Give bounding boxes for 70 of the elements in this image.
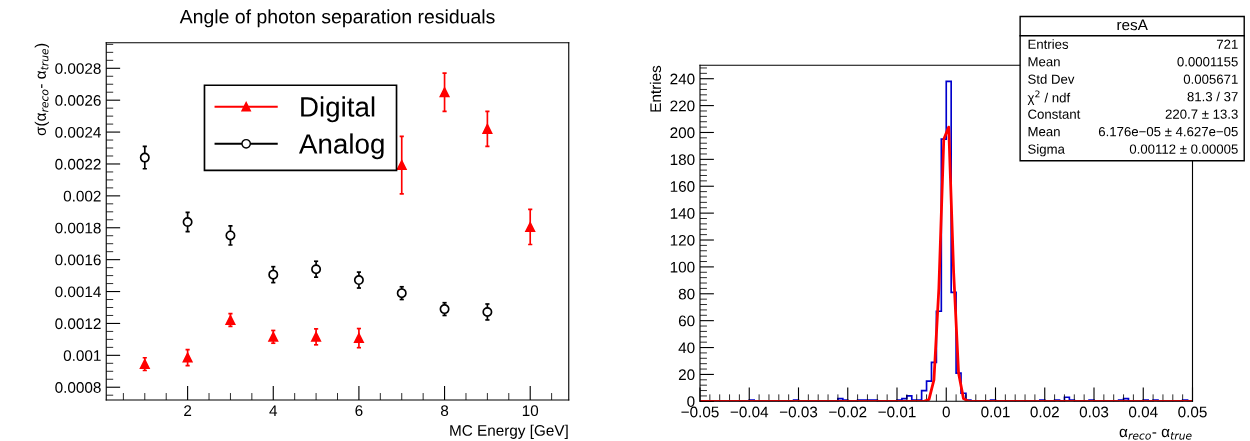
- x-tick-label: 10: [522, 405, 539, 417]
- x-tick-label: 0.05: [1178, 406, 1207, 418]
- y-tick-label: 60: [678, 315, 695, 327]
- point: [525, 221, 536, 232]
- y-tick-label: 0.0028: [55, 63, 101, 74]
- x-tick-label: −0.03: [779, 406, 818, 418]
- y-tick-label: 0.0016: [55, 254, 101, 266]
- x-tick-label: 0: [942, 406, 950, 418]
- x-tick-label: 4: [269, 405, 278, 416]
- x-tick-label: 0.04: [1128, 406, 1158, 418]
- y-axis-title: Entries: [649, 65, 662, 112]
- point: [268, 269, 279, 280]
- y-tick-label: 0.0018: [55, 222, 101, 234]
- point: [225, 230, 236, 241]
- y-tick-label: 40: [678, 342, 695, 354]
- x-tick-label: 0.01: [981, 406, 1010, 418]
- x-tick-label: −0.01: [878, 406, 916, 418]
- legend-label: Digital: [301, 96, 375, 123]
- y-tick-label: 160: [670, 181, 695, 192]
- chart-title: Angle of photon separation residuals: [179, 9, 495, 28]
- y-tick-label: 100: [670, 261, 695, 273]
- x-tick-label: 8: [440, 405, 449, 417]
- text: Mean 0.0001155: [1028, 57, 1238, 67]
- x-tick-label: 6: [355, 405, 363, 417]
- y-tick-label: 200: [670, 127, 695, 139]
- x-tick-label: 0.02: [1030, 406, 1059, 418]
- y-tick-label: 0.0024: [55, 126, 101, 138]
- y-tick-label: 180: [670, 154, 695, 166]
- y-tick-label: 0.0014: [55, 286, 101, 298]
- text: resA: [1117, 19, 1148, 31]
- y-tick-label: 140: [670, 207, 695, 219]
- y-tick-label: 0.0026: [55, 95, 101, 106]
- point: [311, 331, 322, 342]
- point: [482, 123, 493, 134]
- point: [396, 160, 407, 171]
- y-tick-label: 120: [670, 234, 695, 246]
- point: [139, 359, 150, 370]
- y-axis-title: σ(α$_{reco}$- α$_{true}$): [34, 43, 49, 136]
- x-tick-label: −0.04: [730, 406, 769, 418]
- y-tick-label: 80: [678, 288, 695, 300]
- x-tick-label: 0.03: [1079, 406, 1109, 418]
- text: χ$^{2}$ / ndf 81.3 / 37: [1027, 90, 1238, 106]
- x-axis-title: MC Energy [GeV]: [450, 424, 568, 439]
- point: [182, 217, 193, 228]
- y-tick-label: 0.0022: [55, 158, 101, 170]
- point: [311, 264, 322, 275]
- x-tick-label: −0.05: [681, 406, 719, 418]
- point: [482, 306, 493, 317]
- y-tick-label: 220: [670, 100, 695, 112]
- y-tick-label: 20: [678, 369, 695, 381]
- y-tick-label: 0.001: [63, 350, 101, 362]
- point: [139, 152, 150, 163]
- y-tick-label: 240: [670, 73, 695, 85]
- legend-label: Analog: [298, 133, 384, 160]
- text: Sigma 0.00112 ± 0.00005: [1028, 144, 1238, 157]
- text: Constant 220.7 ± 13.3: [1028, 109, 1238, 119]
- point: [182, 352, 193, 363]
- text: Std Dev 0.005671: [1028, 74, 1238, 84]
- point: [353, 275, 364, 286]
- point: [439, 87, 450, 98]
- y-tick-label: 0.0012: [55, 318, 101, 330]
- text: Entries 721: [1028, 39, 1238, 49]
- x-tick-label: −0.02: [829, 406, 867, 418]
- y-tick-label: 0: [687, 396, 695, 407]
- text: Mean 6.176e−05 ± 4.627e−05: [1028, 126, 1238, 137]
- x-tick-label: 2: [184, 405, 192, 416]
- point: [353, 333, 364, 344]
- y-tick-label: 0.0008: [55, 382, 101, 393]
- y-tick-label: 0.002: [63, 190, 101, 202]
- x-axis-title: α$_{reco}$- α$_{true}$: [1119, 428, 1192, 440]
